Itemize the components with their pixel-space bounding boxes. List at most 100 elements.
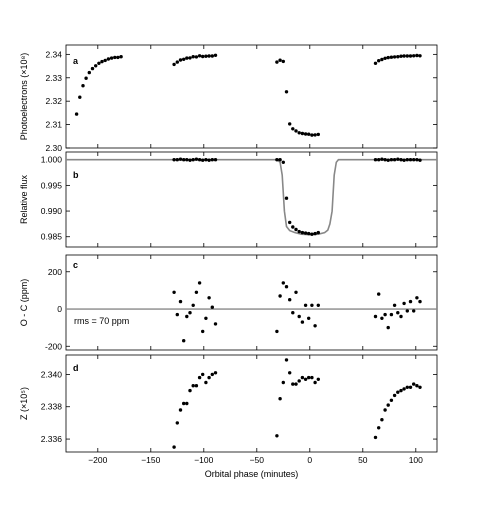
y-axis-label: Z (×10⁵) [19, 387, 29, 420]
x-tick-label: −50 [250, 455, 265, 465]
data-point [418, 385, 422, 389]
data-point [284, 90, 289, 94]
data-point [172, 445, 176, 449]
data-point [281, 59, 285, 64]
y-tick-label: 2.336 [41, 434, 63, 444]
data-point [303, 231, 308, 235]
data-point [386, 55, 390, 60]
data-point [415, 158, 419, 162]
data-point [194, 384, 199, 388]
y-tick-label: 2.32 [45, 96, 62, 106]
y-tick-label: 2.340 [41, 369, 63, 379]
data-point [415, 296, 419, 300]
panel-d: 2.336 2.338 2.340 −200 −150 −100 −50 0 50 100 Z (×… [19, 354, 438, 479]
data-point [182, 401, 186, 406]
data-point [313, 231, 317, 236]
data-point [191, 158, 195, 162]
y-tick-label: 0.990 [41, 206, 63, 216]
data-point [313, 380, 317, 385]
data-point [207, 296, 211, 300]
data-point [405, 54, 409, 58]
data-point [386, 403, 390, 407]
data-point [210, 54, 214, 58]
panel-frame [65, 354, 438, 453]
data-point [294, 290, 298, 294]
data-point [373, 158, 378, 162]
y-tick-label: 2.30 [45, 143, 62, 153]
data-point [210, 158, 214, 162]
data-point [106, 57, 111, 61]
y-tick-label: 0.985 [41, 232, 63, 242]
data-point [175, 60, 179, 64]
data-point [310, 232, 314, 236]
data-point [386, 325, 390, 330]
data-point [412, 54, 416, 58]
data-point [178, 408, 183, 412]
panel-letter: d [73, 363, 79, 373]
data-point [175, 158, 179, 162]
data-point [313, 324, 317, 328]
panel-frame [65, 151, 438, 248]
data-point [97, 61, 101, 65]
y-tick-label: 1.000 [41, 155, 63, 165]
y-axis-label: O - C (ppm) [19, 279, 29, 327]
data-point [402, 387, 406, 391]
data-point [408, 158, 413, 162]
data-point [207, 158, 211, 162]
data-point [284, 358, 289, 362]
data-point [383, 312, 387, 317]
data-point [316, 377, 320, 381]
data-point [281, 160, 285, 164]
data-point [380, 57, 384, 62]
data-point [204, 380, 208, 385]
data-point [303, 132, 308, 136]
data-point [405, 158, 409, 162]
data-point [294, 227, 298, 232]
data-point [113, 55, 117, 60]
data-point [418, 299, 422, 304]
data-point [191, 303, 195, 307]
data-point [213, 371, 218, 375]
data-point [119, 55, 123, 59]
data-point [201, 54, 205, 59]
data-point [207, 375, 211, 380]
data-point [197, 158, 202, 162]
data-point [185, 158, 189, 162]
data-point [316, 230, 320, 235]
data-point [213, 53, 218, 57]
data-point [197, 54, 202, 58]
data-point [408, 299, 413, 304]
data-point [307, 375, 311, 380]
data-point [402, 158, 406, 162]
data-point [396, 55, 400, 59]
data-point [191, 55, 195, 59]
data-point [377, 426, 381, 430]
data-point [278, 158, 282, 162]
data-point [175, 421, 179, 425]
x-tick-label: −100 [194, 455, 213, 465]
data-point [103, 58, 107, 63]
data-point [194, 290, 199, 294]
data-point [396, 390, 400, 394]
data-point [188, 56, 192, 60]
data-point [396, 311, 400, 315]
data-point [178, 58, 183, 62]
data-point [204, 316, 208, 320]
data-point [392, 303, 397, 307]
data-point [373, 314, 378, 319]
x-tick-label: 50 [358, 455, 368, 465]
y-tick-label: 0.995 [41, 180, 63, 190]
data-point [389, 55, 394, 59]
data-point [81, 84, 85, 88]
data-point [307, 316, 311, 320]
data-point [303, 377, 308, 381]
y-tick-label: 2.31 [45, 120, 62, 130]
data-point [392, 393, 397, 398]
y-tick-label: 0 [57, 304, 62, 314]
data-point [182, 158, 186, 162]
data-point [191, 384, 195, 388]
x-axis-label: Orbital phase (minutes) [205, 469, 299, 479]
data-point [418, 54, 422, 58]
data-point [389, 312, 394, 317]
data-point [412, 309, 416, 313]
